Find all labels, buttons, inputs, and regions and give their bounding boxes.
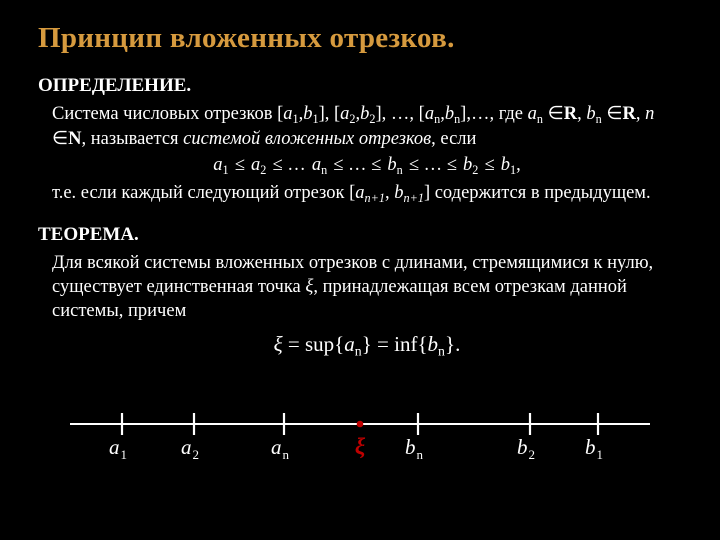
var-a: a [251,155,260,175]
sub-1: 1 [292,112,298,126]
sub-n1: n+1 [403,191,423,205]
var-a: a [213,155,222,175]
text: , [577,104,586,124]
text: ],…, где [460,104,527,124]
le-icon: ≤ … [272,154,305,178]
text: , [385,183,394,203]
svg-text:b1: b1 [585,435,603,462]
xi-var: ξ [274,332,283,356]
text: ], …, [ [376,104,425,124]
le-icon: ≤ … ≤ [409,154,457,178]
text: = sup{ [283,332,345,356]
in-R: ∈ [543,104,564,124]
svg-text:b2: b2 [517,435,535,462]
sub-n1: n+1 [365,191,385,205]
var-b: b [360,104,369,124]
sub-2: 2 [349,112,355,126]
var-n: n [645,104,654,124]
slide: Принцип вложенных отрезков. ОПРЕДЕЛЕНИЕ.… [0,0,720,477]
var-a: a [355,183,364,203]
text: , называется [82,129,184,149]
theorem-line-1: Для всякой системы вложенных отрезков с … [52,252,682,323]
text: }. [445,332,460,356]
le-icon: ≤ [235,154,245,178]
term-nested-intervals: системой вложенных отрезков [183,129,431,149]
var-b: b [445,104,454,124]
number-line-svg: a1 a2 an ξ bn b2 b1 [50,386,670,472]
definition-line-1: Система числовых отрезков [a1,b1], [a2,b… [52,103,682,151]
theorem-body: Для всякой системы вложенных отрезков с … [52,252,682,360]
sub-n: n [397,163,403,177]
definition-body: Система числовых отрезков [a1,b1], [a2,b… [52,103,682,206]
theorem-heading: ТЕОРЕМА. [38,224,682,246]
sub-n: n [355,344,362,359]
svg-text:a2: a2 [181,435,199,462]
formula-line: ξ = sup{an} = inf{bn}. [52,331,682,360]
sub-2: 2 [472,163,478,177]
sub-1: 1 [223,163,229,177]
svg-text:a1: a1 [109,435,127,462]
sub-1: 1 [510,163,516,177]
text: , если [431,129,476,149]
text: ] содержится в предыдущем. [424,183,651,203]
inequality-chain: a1 ≤ a2 ≤ … an ≤ … ≤ bn ≤ … ≤ b2 ≤ b1, [52,154,682,179]
svg-text:bn: bn [405,435,424,462]
in-N: ∈ [52,129,68,149]
definition-heading: ОПРЕДЕЛЕНИЕ. [38,75,682,97]
set-R: R [622,104,635,124]
definition-line-2: т.е. если каждый следующий отрезок [an+1… [52,182,682,207]
sub-n: n [321,163,327,177]
in-R: ∈ [602,104,623,124]
text: т.е. если каждый следующий отрезок [ [52,183,355,203]
var-b: b [387,155,396,175]
text: ], [ [319,104,341,124]
slide-title: Принцип вложенных отрезков. [38,22,682,55]
text: , [636,104,645,124]
le-icon: ≤ … ≤ [333,154,381,178]
var-a: a [312,155,321,175]
var-b: b [428,332,439,356]
svg-text:an: an [271,435,290,462]
sub-n: n [438,344,445,359]
set-N: N [68,129,81,149]
text: } = inf{ [362,332,428,356]
le-icon: ≤ [484,154,494,178]
sub-n: n [434,112,440,126]
text: Система числовых отрезков [ [52,104,283,124]
var-b: b [501,155,510,175]
sub-2: 2 [260,163,266,177]
set-R: R [564,104,577,124]
var-b: b [586,104,595,124]
var-b: b [463,155,472,175]
number-line-diagram: a1 a2 an ξ bn b2 b1 [38,386,682,477]
var-a: a [425,104,434,124]
var-a: a [344,332,355,356]
var-a: a [528,104,537,124]
svg-text:ξ: ξ [355,434,366,459]
